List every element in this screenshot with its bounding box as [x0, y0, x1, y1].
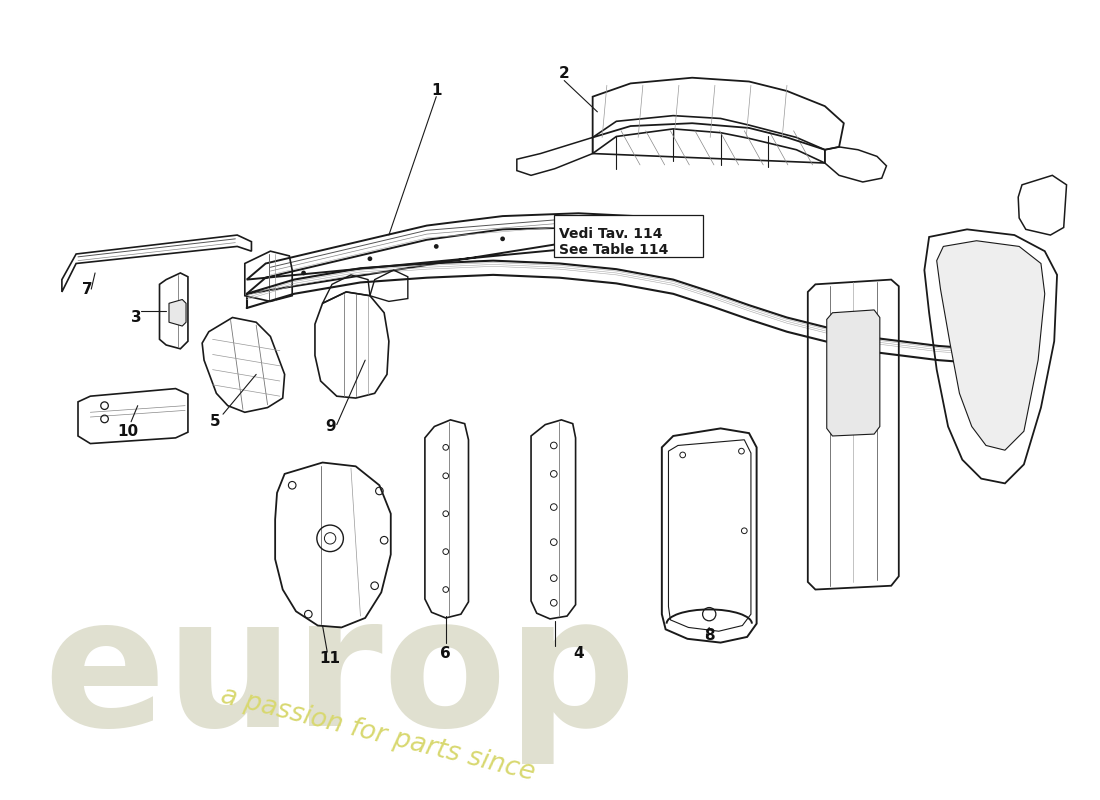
Polygon shape	[827, 310, 880, 436]
Text: 7: 7	[82, 282, 92, 297]
Text: Vedi Tav. 114: Vedi Tav. 114	[559, 227, 662, 242]
Polygon shape	[169, 299, 186, 326]
Text: 4: 4	[573, 646, 584, 662]
Circle shape	[500, 237, 505, 242]
Text: 3: 3	[131, 310, 141, 325]
Text: 11: 11	[320, 651, 341, 666]
Text: See Table 114: See Table 114	[559, 242, 668, 257]
Text: 6: 6	[440, 646, 451, 662]
FancyBboxPatch shape	[553, 215, 703, 257]
Text: 9: 9	[324, 419, 336, 434]
Text: 2: 2	[559, 66, 570, 82]
Text: europ: europ	[43, 588, 636, 764]
Circle shape	[367, 256, 372, 261]
Text: a passion for parts since: a passion for parts since	[218, 682, 538, 786]
Text: 10: 10	[118, 424, 139, 438]
Polygon shape	[937, 241, 1045, 450]
Text: 1: 1	[431, 82, 441, 98]
Text: 5: 5	[210, 414, 221, 430]
Circle shape	[566, 233, 571, 238]
Circle shape	[301, 270, 306, 275]
Circle shape	[624, 233, 628, 238]
Text: 8: 8	[704, 627, 715, 642]
Circle shape	[433, 244, 439, 249]
